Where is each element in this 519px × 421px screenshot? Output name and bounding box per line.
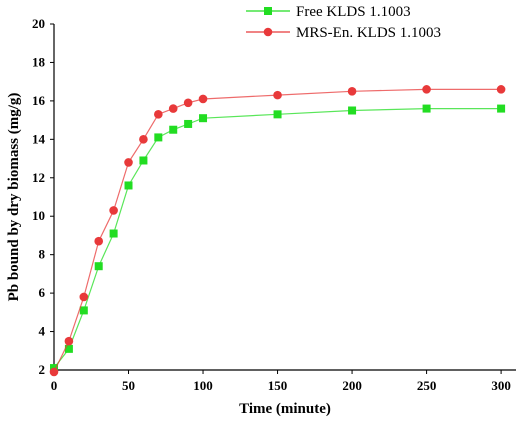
x-tick-label: 300 [491,378,511,393]
data-point [139,135,148,144]
data-point [94,236,104,246]
x-axis-title: Time (minute) [239,401,331,417]
x-tick-label: 200 [342,378,362,393]
legend: Free KLDS 1.1003 MRS-En. KLDS 1.1003 [246,4,441,41]
data-point [124,181,133,190]
series-layer [49,85,506,377]
series-2 [49,85,506,377]
data-point [64,344,73,353]
legend-label: Free KLDS 1.1003 [296,4,411,20]
y-tick-label: 16 [32,93,46,108]
data-point [198,94,208,104]
y-axis-title: Pb bound by dry biomass (mg/g) [6,93,22,302]
data-point [169,125,178,134]
data-point [497,104,506,113]
y-tick-label: 12 [32,170,45,185]
y-tick-label: 6 [39,285,46,300]
data-point [139,156,148,165]
series-line [53,88,502,373]
data-point [496,85,506,94]
data-point [64,336,74,346]
legend-marker [263,27,273,37]
data-point [94,262,103,271]
y-tick-label: 4 [39,324,46,339]
data-point [154,110,163,119]
legend-marker [264,7,272,15]
data-point [49,367,59,377]
data-point [124,158,133,167]
data-point [422,85,431,94]
data-point [79,306,88,315]
data-point [183,98,193,108]
x-tick-label: 150 [268,378,288,393]
legend-item: MRS-En. KLDS 1.1003 [246,25,441,41]
data-point [348,106,357,115]
data-point [168,104,178,113]
legend-item: Free KLDS 1.1003 [246,4,411,20]
data-point [109,206,118,215]
data-point [79,292,89,302]
y-tick-label: 20 [32,16,45,31]
data-point [422,104,431,113]
data-point [347,86,357,96]
data-point [109,229,118,238]
x-tick-label: 100 [193,378,213,393]
y-tick-label: 14 [32,131,46,146]
series-1 [50,104,506,373]
data-point [199,114,208,123]
data-point [184,119,193,128]
x-tick-label: 250 [417,378,437,393]
data-point [154,133,163,142]
x-tick-label: 0 [51,378,58,393]
y-tick-label: 18 [32,54,46,69]
data-point [273,90,282,100]
y-tick-label: 8 [39,247,46,262]
legend-label: MRS-En. KLDS 1.1003 [296,25,441,41]
x-tick-label: 50 [122,378,135,393]
data-point [273,110,282,119]
y-tick-label: 2 [39,362,46,377]
axes [53,24,516,371]
y-tick-label: 10 [32,208,45,223]
series-line [53,107,502,369]
